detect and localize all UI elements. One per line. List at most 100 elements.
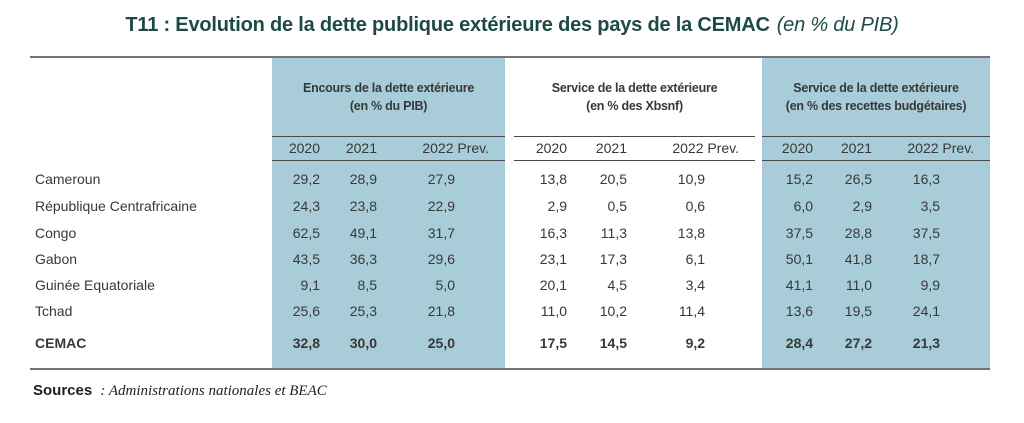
- value-cell: 62,5: [292, 225, 320, 241]
- row-label: Cameroun: [35, 170, 101, 187]
- value-cell: 5,0: [435, 277, 456, 293]
- value-cell: 23,8: [349, 198, 377, 214]
- value-cell: 0,5: [607, 198, 628, 214]
- value-cell: 8,5: [357, 277, 377, 293]
- row-label: CEMAC: [35, 335, 87, 351]
- year-header: 2022 Prev.: [884, 136, 991, 161]
- value-cell: 19,5: [844, 303, 873, 319]
- group-gap: [755, 298, 763, 324]
- year-header: 2021: [579, 136, 640, 161]
- group-gap: [755, 220, 763, 246]
- value-cell: 28,8: [844, 225, 873, 241]
- group-gap: [505, 160, 515, 192]
- row-label: Tchad: [35, 303, 73, 319]
- group-title-line2: (en % des recettes budgétaires): [785, 98, 967, 113]
- value-cell: 3,4: [685, 277, 706, 293]
- value-cell: 37,5: [785, 225, 814, 241]
- value-cell: 6,0: [793, 198, 814, 214]
- value-cell: 41,8: [844, 251, 873, 267]
- group-gap: [505, 58, 515, 136]
- year-header: 2021: [332, 136, 389, 161]
- value-cell: 17,5: [539, 335, 568, 351]
- group-gap: [505, 220, 515, 246]
- value-cell: 26,5: [844, 170, 873, 187]
- group-gap: [505, 272, 515, 298]
- year-header: 2020: [762, 136, 826, 161]
- value-cell: 17,3: [599, 251, 628, 267]
- group-title-line1: Service de la dette extérieure: [793, 80, 959, 95]
- corner-cell: [30, 58, 272, 136]
- group-gap: [505, 136, 515, 160]
- value-cell: 30,0: [349, 335, 377, 351]
- year-header: 2021: [825, 136, 885, 161]
- value-cell: 23,1: [539, 251, 568, 267]
- value-cell: 22,9: [427, 198, 456, 214]
- value-cell: 2,9: [852, 198, 873, 214]
- group-header-encours-pib: Encours de la dette extérieure (en % du …: [272, 58, 506, 137]
- year-header: 2022 Prev.: [389, 136, 506, 161]
- row-label: Congo: [35, 225, 77, 241]
- table-row-congo: Congo 62,5 49,1 31,7 16,3 11,3 13,8 37,5…: [30, 220, 990, 246]
- value-cell: 9,9: [920, 277, 941, 293]
- value-cell: 13,8: [677, 225, 706, 241]
- value-cell: 11,0: [540, 303, 568, 319]
- value-cell: 11,0: [845, 277, 873, 293]
- sources-label: Sources: [33, 382, 93, 399]
- value-cell: 4,5: [607, 277, 628, 293]
- group-header-service-recettes: Service de la dette extérieure (en % des…: [762, 58, 991, 137]
- table-row-cemac-total: CEMAC 32,8 30,0 25,0 17,5 14,5 9,2 28,4 …: [30, 324, 990, 368]
- group-gap: [755, 192, 763, 220]
- value-cell: 10,2: [599, 303, 628, 319]
- row-label: Gabon: [35, 251, 78, 267]
- table-row-gabon: Gabon 43,5 36,3 29,6 23,1 17,3 6,1 50,1 …: [30, 246, 990, 272]
- group-header-row: Encours de la dette extérieure (en % du …: [30, 58, 991, 137]
- group-title-line1: Service de la dette extérieure: [551, 80, 718, 95]
- group-gap: [755, 160, 763, 192]
- value-cell: 49,1: [349, 225, 377, 241]
- year-header: 2020: [514, 136, 580, 161]
- value-cell: 41,1: [785, 277, 814, 293]
- value-cell: 2,9: [547, 198, 568, 214]
- sources-text: : Administrations nationales et BEAC: [100, 383, 327, 399]
- value-cell: 3,5: [920, 198, 941, 214]
- value-cell: 0,6: [685, 198, 706, 214]
- value-cell: 31,7: [427, 225, 456, 241]
- page-title-suffix: (en % du PIB): [776, 14, 899, 36]
- value-cell: 11,3: [600, 225, 628, 241]
- value-cell: 27,2: [844, 335, 873, 351]
- value-cell: 29,2: [292, 170, 320, 187]
- value-cell: 16,3: [912, 170, 941, 187]
- debt-table: Encours de la dette extérieure (en % du …: [30, 58, 991, 368]
- group-gap: [755, 58, 763, 136]
- value-cell: 14,5: [599, 335, 628, 351]
- value-cell: 9,2: [685, 335, 706, 351]
- value-cell: 50,1: [785, 251, 814, 267]
- page-title-main: T11 : Evolution de la dette publique ext…: [125, 14, 770, 36]
- value-cell: 21,3: [912, 335, 941, 351]
- value-cell: 24,1: [912, 303, 941, 319]
- value-cell: 18,7: [912, 251, 941, 267]
- value-cell: 20,1: [539, 277, 568, 293]
- empty-cell: [30, 136, 272, 160]
- value-cell: 13,8: [539, 170, 568, 187]
- value-cell: 29,6: [427, 251, 456, 267]
- value-cell: 10,9: [677, 170, 706, 187]
- page-title: T11 : Evolution de la dette publique ext…: [0, 0, 1024, 37]
- value-cell: 37,5: [912, 225, 941, 241]
- value-cell: 28,9: [349, 170, 377, 187]
- value-cell: 43,5: [292, 251, 320, 267]
- value-cell: 9,1: [300, 277, 320, 293]
- year-header-row: 2020 2021 2022 Prev. 2020 2021 2022 Prev…: [30, 136, 991, 161]
- group-header-service-xbsnf: Service de la dette extérieure (en % des…: [514, 58, 756, 137]
- value-cell: 32,8: [292, 335, 320, 351]
- value-cell: 13,6: [785, 303, 814, 319]
- value-cell: 24,3: [292, 198, 320, 214]
- group-gap: [755, 246, 763, 272]
- group-gap: [755, 272, 763, 298]
- value-cell: 16,3: [539, 225, 568, 241]
- table-row-tchad: Tchad 25,6 25,3 21,8 11,0 10,2 11,4 13,6…: [30, 298, 990, 324]
- group-title-line2: (en % des Xbsnf): [586, 98, 683, 113]
- value-cell: 25,6: [292, 303, 320, 319]
- group-gap: [505, 192, 515, 220]
- sources-line: Sources : Administrations nationales et …: [33, 382, 1024, 400]
